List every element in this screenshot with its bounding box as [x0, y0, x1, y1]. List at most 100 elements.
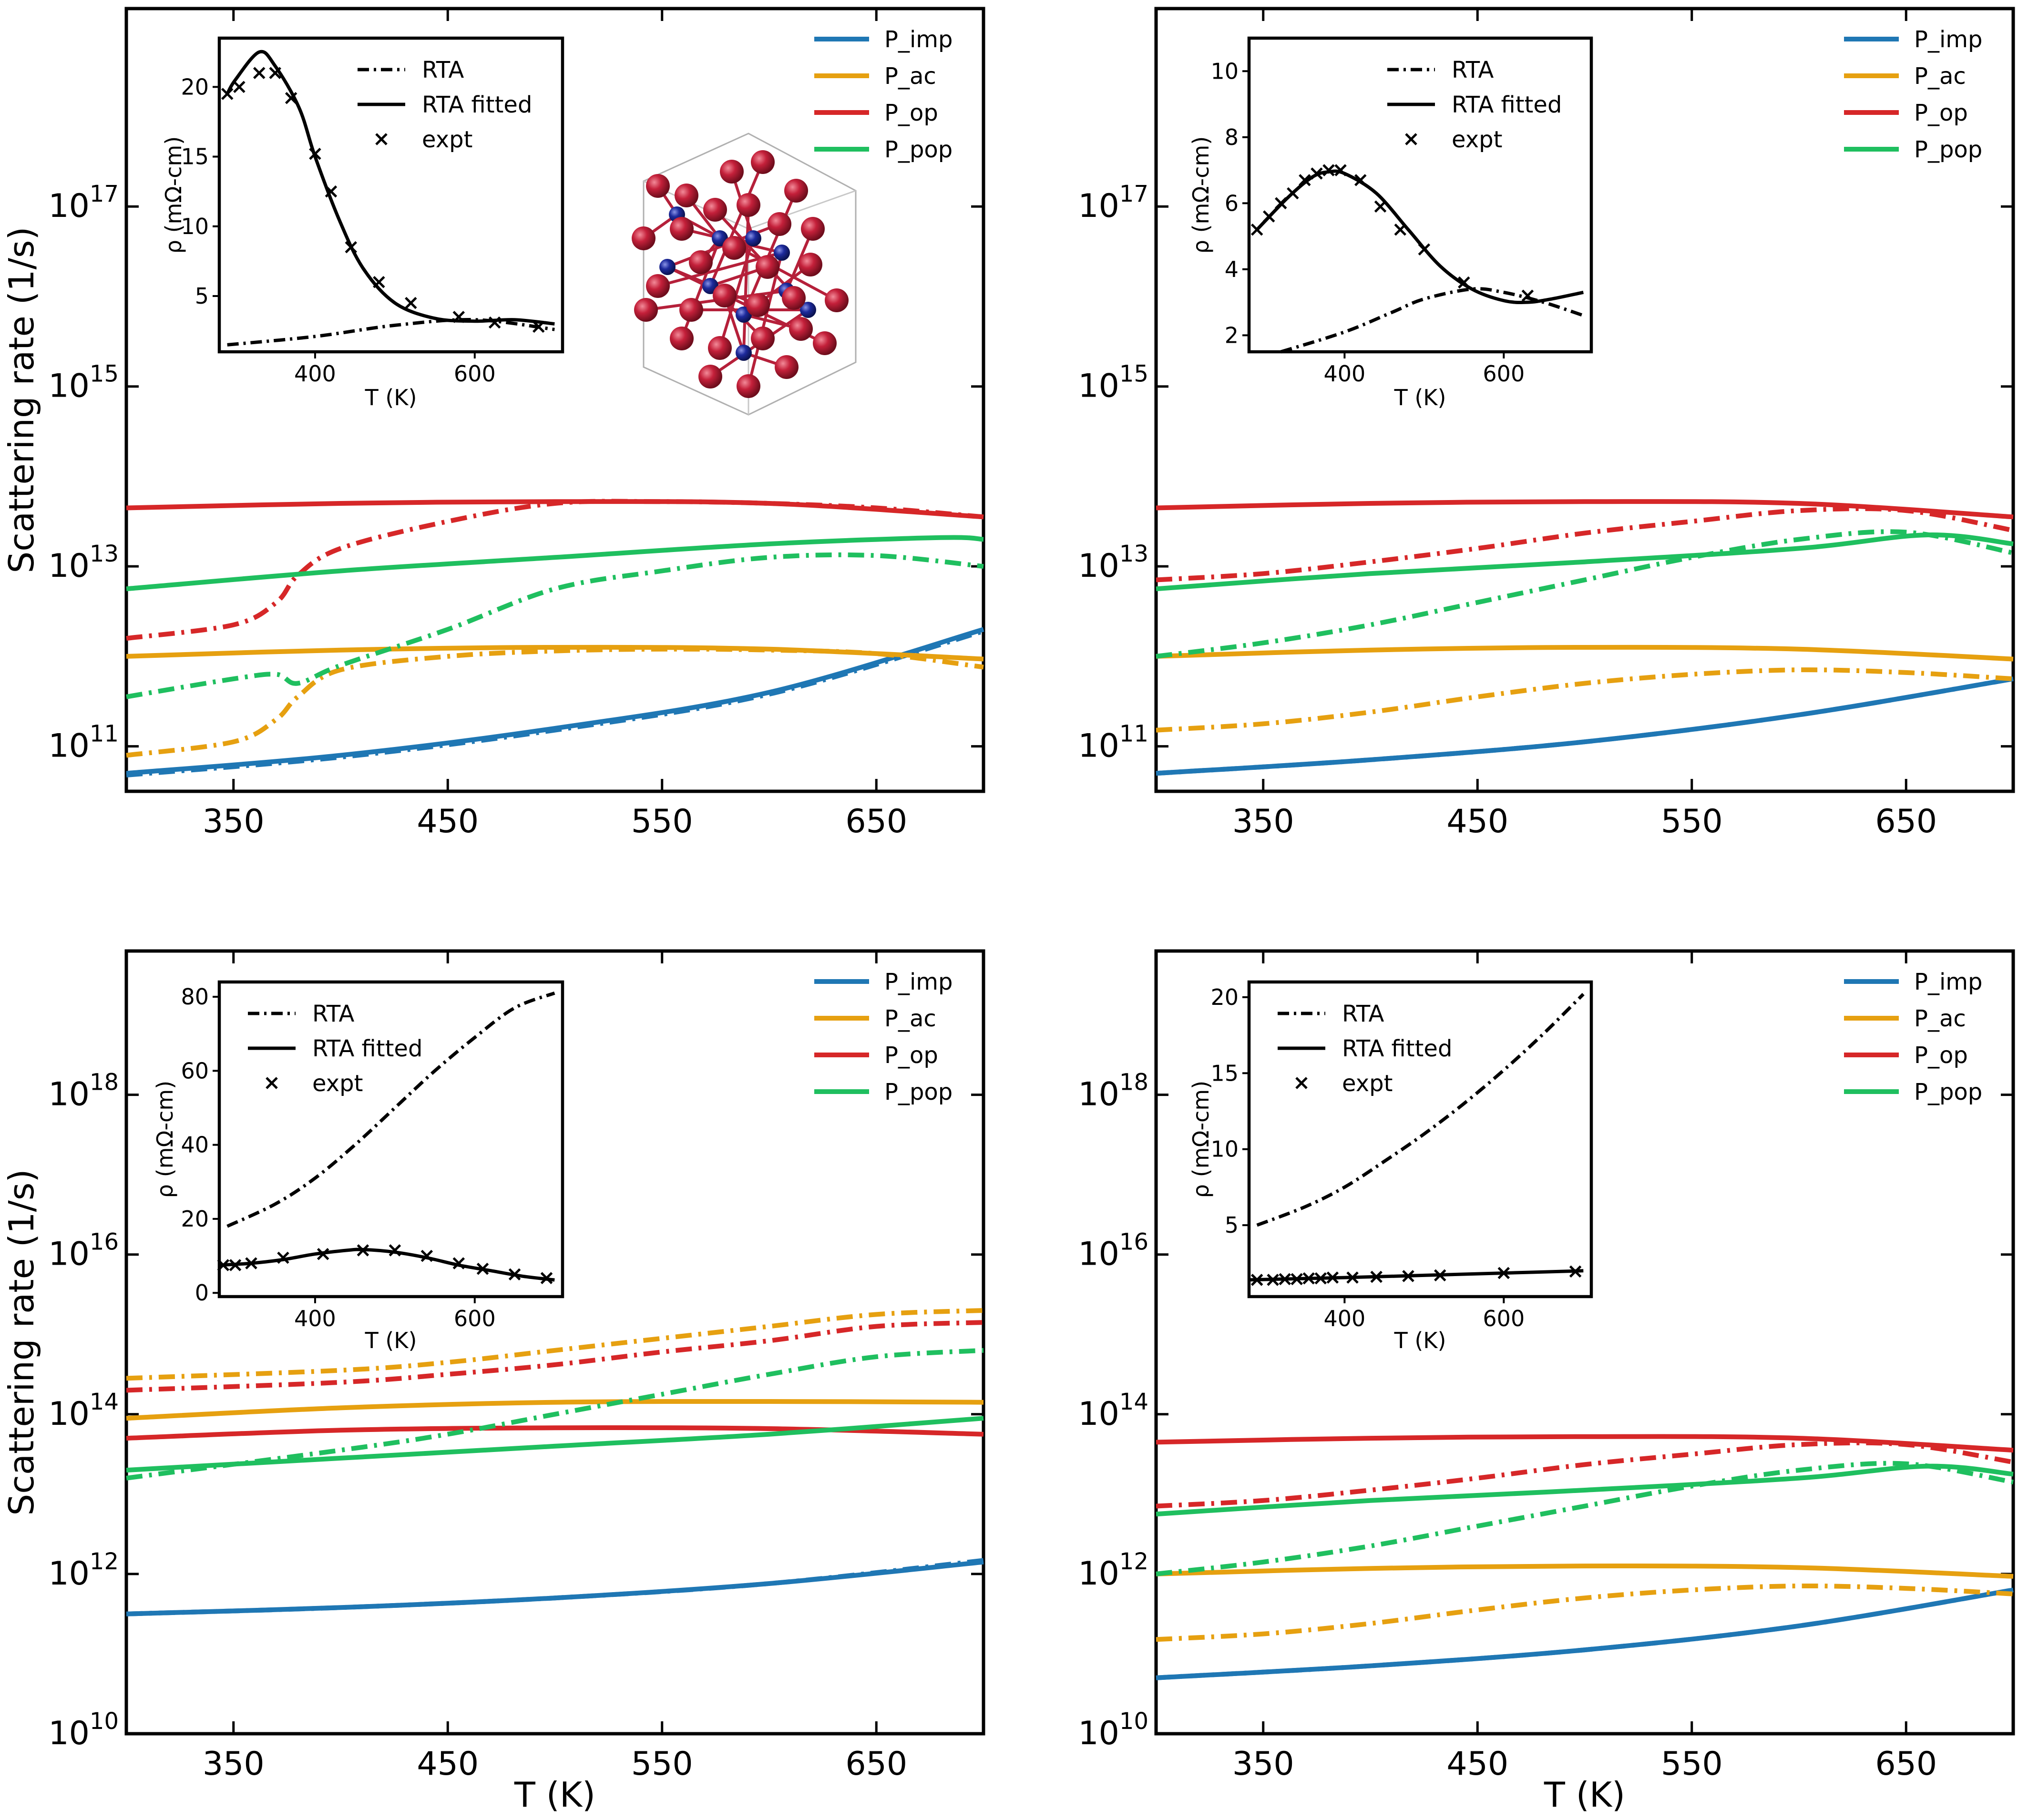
inset-y-tick-label: 10	[181, 214, 209, 239]
crystal-structure-icon	[632, 133, 857, 416]
expt-marker	[452, 311, 465, 323]
expt-marker	[420, 1249, 433, 1262]
legend-label-p-op: P_op	[884, 1042, 938, 1069]
inset-y-ticks: 5 10 15 20	[1210, 984, 1249, 1238]
inset-series-rta	[1280, 287, 1584, 354]
main-axes-frame	[1154, 949, 2015, 1736]
inset-legend-label: RTA fitted	[1342, 1035, 1452, 1062]
expt-marker	[1311, 167, 1323, 180]
inset-legend-label: RTA fitted	[1452, 92, 1562, 118]
inset-legend-label: RTA	[1452, 57, 1494, 83]
x-tick-label: 650	[845, 1745, 907, 1783]
atom-red	[634, 298, 658, 322]
expt-marker	[217, 1259, 230, 1271]
inset-y-ticks: 2 4 6 8 10	[1210, 58, 1249, 348]
expt-marker	[269, 67, 281, 79]
inset-series-rta	[227, 318, 555, 347]
x-tick-label: 550	[631, 1745, 693, 1783]
inset-y-label: ρ (mΩ-cm)	[161, 136, 186, 254]
inset-y-tick-label: 15	[1210, 1060, 1239, 1086]
atom-blue	[774, 245, 790, 261]
expt-marker	[1394, 223, 1407, 236]
expt-marker	[325, 185, 338, 198]
inset-y-label: ρ (mΩ-cm)	[152, 1081, 178, 1198]
x-tick-label: 450	[417, 1745, 479, 1783]
inset-legend-label: RTA	[1342, 1001, 1384, 1027]
inset-y-tick-label: 5	[1225, 1212, 1239, 1238]
expt-marker	[1279, 1273, 1291, 1286]
atom-red	[646, 274, 670, 298]
expt-marker	[233, 81, 246, 93]
inset-legend-label: RTA	[422, 57, 464, 83]
expt-marker	[1346, 1271, 1359, 1284]
series-p-pop-rta	[126, 552, 984, 699]
atom-red	[689, 250, 713, 274]
legend-label-p-ac: P_ac	[1914, 63, 1966, 90]
series-p-imp-rta	[126, 629, 984, 777]
series-p-op-rta	[1156, 506, 2014, 583]
expt-marker	[389, 1244, 401, 1257]
inset-legend-label: expt	[312, 1070, 363, 1097]
y-tick-label: 1015	[48, 361, 119, 405]
y-tick-label: 1016	[1078, 1229, 1148, 1273]
expt-marker	[1302, 1272, 1315, 1285]
inset-legend-label: RTA fitted	[312, 1035, 422, 1062]
expt-marker	[1402, 1270, 1414, 1282]
series-lines	[1156, 499, 2014, 776]
legend-label-p-ac: P_ac	[884, 63, 936, 90]
inset-y-tick-label: 15	[181, 144, 209, 170]
y-tick-label: 1011	[48, 721, 119, 765]
inset-y-tick-label: 60	[181, 1058, 209, 1084]
inset-y-tick-label: 8	[1225, 124, 1239, 150]
expt-marker	[221, 88, 234, 100]
main-legend: P_imp P_ac P_op P_pop	[1844, 26, 1983, 163]
x-tick-label: 650	[845, 803, 907, 840]
main-legend: P_imp P_ac P_op P_pop	[814, 969, 953, 1105]
legend-label-p-op: P_op	[1914, 100, 1968, 126]
series-p-ac-fitted	[1156, 1564, 2014, 1579]
expt-marker	[229, 1259, 242, 1271]
expt-marker	[1326, 1271, 1339, 1284]
x-ticks: 350 450 550 650	[1232, 9, 1937, 840]
atom-red	[708, 336, 732, 360]
inset-legend-label: expt	[1452, 126, 1502, 153]
inset-series	[217, 992, 555, 1284]
y-tick-label: 1012	[48, 1548, 119, 1593]
series-p-imp-rta	[1156, 1587, 2014, 1680]
series-p-op-fitted	[1156, 499, 2014, 520]
inset: 400 600 5 10 15 20 T (K) ρ (mΩ-cm) RTA RTA fi…	[161, 36, 564, 410]
inset-y-tick-label: 10	[1210, 58, 1239, 84]
expt-marker	[1354, 174, 1367, 186]
inset-legend-label: RTA	[312, 1001, 354, 1027]
series-p-pop-rta	[126, 1348, 984, 1481]
inset-axes-frame	[217, 36, 564, 354]
legend-label-p-imp: P_imp	[1914, 969, 1983, 995]
expt-marker	[1314, 1272, 1327, 1285]
x-tick-label: 450	[1446, 803, 1508, 840]
inset-x-ticks: 400 600	[294, 1297, 496, 1331]
series-p-ac-fitted	[1156, 644, 2014, 662]
series-p-pop-fitted	[126, 535, 984, 592]
inset-axes-frame	[217, 980, 564, 1299]
atom-blue	[736, 345, 752, 361]
series-p-imp-fitted	[126, 1559, 984, 1616]
inset-series-rta-fitted	[225, 50, 555, 326]
expt-marker	[405, 297, 417, 309]
inset-axes-frame	[1247, 36, 1593, 354]
inset-x-tick-label: 600	[454, 1306, 496, 1331]
legend-label-p-imp: P_imp	[1914, 26, 1983, 53]
atom-red	[713, 284, 737, 307]
series-p-op-fitted	[1156, 1434, 2014, 1453]
atom-red	[703, 198, 727, 222]
inset-x-tick-label: 400	[294, 361, 336, 387]
legend-label-p-imp: P_imp	[884, 26, 953, 53]
inset-legend-label: expt	[422, 126, 472, 153]
expt-marker	[1291, 1273, 1303, 1286]
atom-blue	[745, 230, 761, 246]
inset-legend: RTA RTA fitted expt	[1387, 57, 1562, 153]
y-tick-label: 1012	[1078, 1548, 1148, 1593]
inset-y-tick-label: 40	[181, 1132, 209, 1158]
